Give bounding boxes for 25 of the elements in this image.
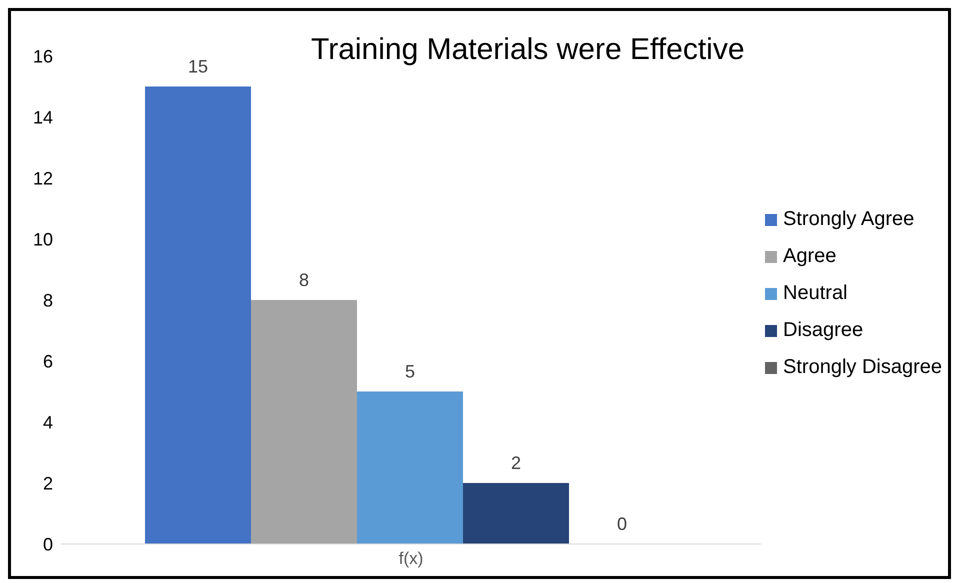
y-tick-label: 14	[32, 107, 53, 128]
y-tick-label: 12	[32, 168, 53, 188]
data-label: 8	[298, 270, 310, 290]
legend-label: Neutral	[782, 282, 849, 305]
bar	[463, 483, 570, 544]
y-tick-label: 4	[42, 412, 53, 432]
y-tick-label: 10	[32, 229, 53, 250]
data-label: 0	[616, 514, 628, 534]
y-tick-label: 8	[42, 290, 53, 310]
y-tick-label: 16	[32, 46, 53, 66]
chart-title: Training Materials were Effective	[311, 33, 745, 67]
y-tick-label: 0	[42, 534, 53, 554]
bar	[357, 392, 464, 544]
legend-label: Agree	[782, 245, 838, 268]
legend-label: Strongly Agree	[782, 208, 916, 231]
bar	[251, 300, 358, 544]
data-label: 15	[188, 56, 208, 76]
legend-label: Strongly Disagree	[782, 356, 942, 379]
y-tick-label: 2	[42, 473, 53, 494]
legend-label: Disagree	[782, 319, 864, 342]
y-tick-label: 6	[42, 351, 53, 372]
data-label: 5	[404, 362, 416, 382]
bar	[145, 86, 252, 544]
data-label: 2	[510, 453, 522, 473]
x-tick-label: f(x)	[398, 549, 424, 568]
